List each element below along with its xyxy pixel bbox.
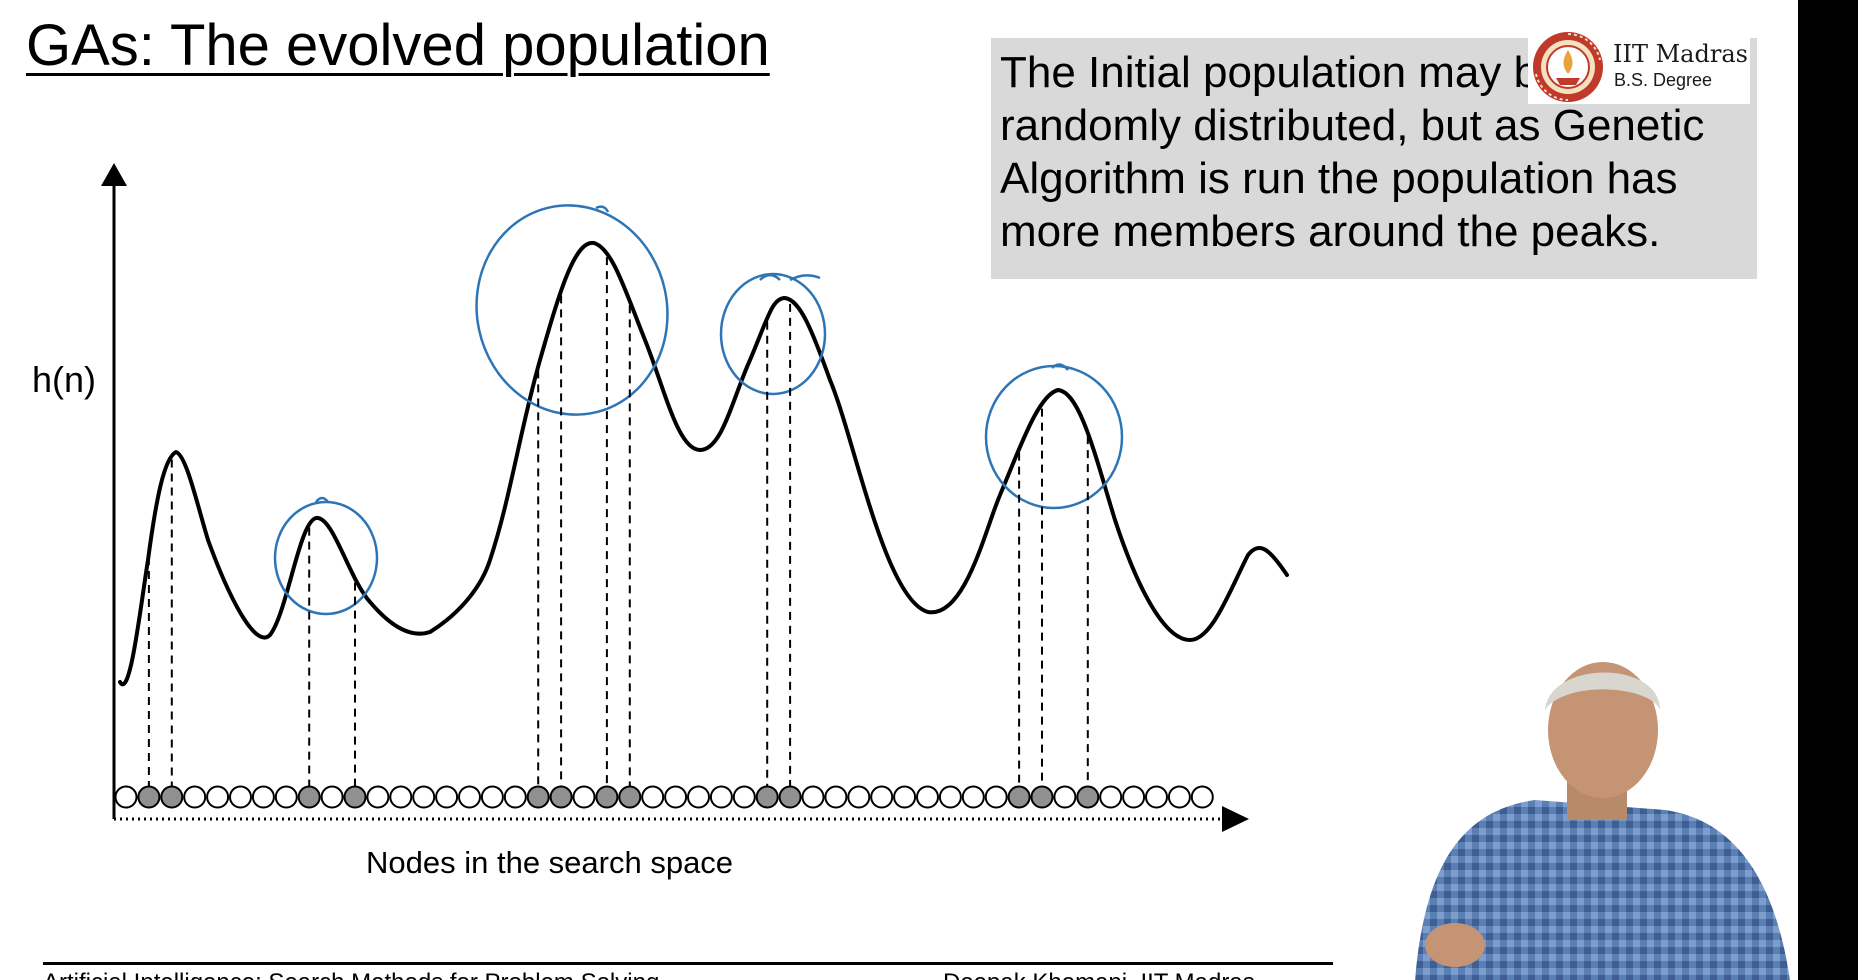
y-axis-label: h(n)	[32, 359, 97, 400]
population-member-node	[297, 785, 321, 809]
search-space-node	[664, 785, 688, 809]
logo-degree: B.S. Degree	[1614, 70, 1713, 90]
search-space-node	[641, 785, 665, 809]
population-member-node	[160, 785, 184, 809]
search-space-node	[480, 785, 504, 809]
search-space-node	[938, 785, 962, 809]
fitness-curve	[118, 240, 1289, 687]
search-space-node	[503, 785, 527, 809]
note-line: The Initial population may be	[1000, 48, 1563, 97]
search-space-node	[801, 785, 825, 809]
peak-circle	[273, 500, 379, 616]
peak-circle	[984, 364, 1124, 510]
logo-name: IIT Madras	[1613, 40, 1748, 68]
presenter-hand	[1425, 923, 1485, 967]
search-space-node	[732, 785, 756, 809]
slide-title: GAs: The evolved population	[26, 13, 770, 78]
member-drop-lines	[147, 257, 1089, 787]
population-member-node	[778, 785, 802, 809]
iit-madras-logo: IIT Madras B.S. Degree	[1528, 30, 1750, 104]
search-space-node	[114, 785, 138, 809]
footer-course: Artificial Intelligence: Search Methods …	[43, 969, 659, 980]
slide-footer: Artificial Intelligence: Search Methods …	[43, 969, 1333, 980]
peak-annotations	[273, 204, 1124, 616]
peak-circle	[475, 204, 669, 416]
search-space-node	[687, 785, 710, 809]
presenter-shirt	[1415, 800, 1790, 980]
population-member-node	[595, 785, 619, 809]
search-space-nodes	[114, 785, 1214, 809]
search-space-node	[1099, 785, 1123, 809]
population-member-node	[1007, 785, 1031, 809]
search-space-node	[1190, 785, 1214, 809]
search-space-node	[824, 785, 848, 809]
peak-circle-tick	[1051, 363, 1069, 371]
note-line: more members around the peaks.	[1000, 207, 1661, 256]
x-axis-label: Nodes in the search space	[366, 845, 734, 880]
search-space-node	[412, 785, 436, 809]
footer-rule	[43, 962, 1333, 965]
search-space-node	[458, 785, 481, 809]
institute-seal-icon	[1533, 32, 1603, 102]
peak-circle-tick	[315, 496, 329, 503]
search-space-node	[229, 785, 252, 809]
population-member-node	[1076, 785, 1100, 809]
presenter-hair	[1545, 672, 1660, 710]
peak-circle-tick	[595, 205, 610, 213]
search-space-node	[1167, 785, 1191, 809]
search-space-node	[274, 785, 298, 809]
search-space-node	[572, 785, 596, 809]
x-axis-arrow-icon	[1222, 806, 1249, 832]
note-line: randomly distributed, but as Genetic	[1000, 101, 1705, 150]
video-edge-bar	[1798, 0, 1858, 980]
population-member-node	[526, 785, 550, 809]
population-member-node	[343, 785, 367, 809]
search-space-node	[893, 785, 917, 809]
search-space-node	[206, 785, 230, 809]
search-space-node	[870, 785, 894, 809]
population-member-node	[137, 785, 161, 809]
search-space-node	[709, 785, 733, 809]
search-space-node	[435, 785, 459, 809]
population-member-node	[618, 785, 642, 809]
presenter-video	[1415, 662, 1790, 980]
footer-author: Deepak Khemani, IIT Madras	[943, 969, 1255, 980]
population-member-node	[1030, 785, 1054, 809]
search-space-node	[1122, 785, 1146, 809]
search-space-node	[847, 785, 871, 809]
search-space-node	[389, 785, 413, 809]
search-space-node	[916, 785, 939, 809]
search-space-node	[251, 785, 275, 809]
peak-circle	[719, 272, 827, 396]
peak-circle-tick	[759, 273, 821, 282]
search-space-node	[366, 785, 390, 809]
y-axis-arrow-icon	[101, 163, 127, 186]
search-space-node	[1145, 785, 1168, 809]
search-space-node	[1053, 785, 1077, 809]
presenter-head	[1548, 662, 1658, 798]
note-line: Algorithm is run the population has	[1000, 154, 1678, 203]
population-member-node	[755, 785, 779, 809]
search-space-node	[984, 785, 1008, 809]
population-member-node	[549, 785, 573, 809]
search-space-node	[183, 785, 207, 809]
search-space-node	[961, 785, 985, 809]
search-space-node	[320, 785, 344, 809]
